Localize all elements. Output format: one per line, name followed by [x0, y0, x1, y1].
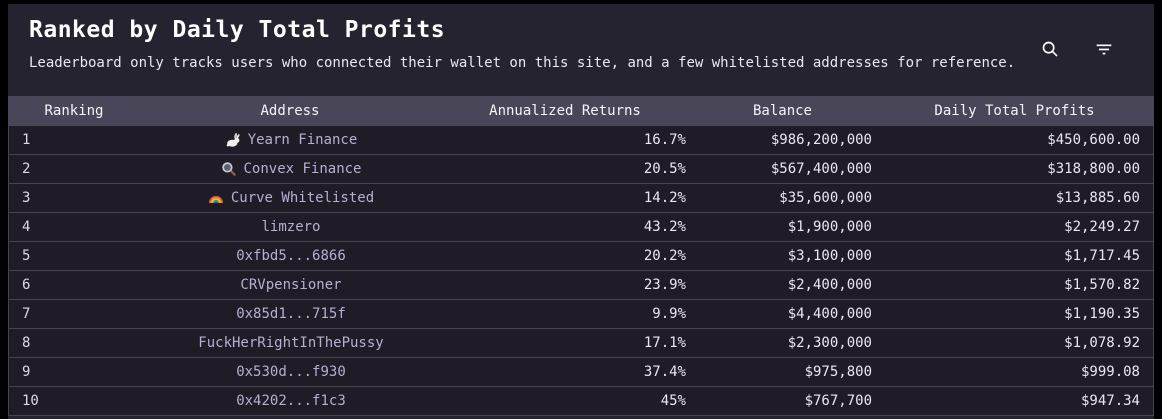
address-cell[interactable]: CRVpensioner	[141, 271, 441, 299]
profits-cell: $947.34	[1080, 393, 1140, 409]
table-body: 1 Yearn Finance 16.7% $986,200,000 $450,…	[8, 126, 1154, 416]
page-title: Ranked by Daily Total Profits	[29, 17, 446, 43]
profits-cell: $2,249.27	[1064, 219, 1140, 235]
address-cell[interactable]: 0xfbd5...6866	[141, 242, 441, 270]
profits-cell: $1,570.82	[1064, 277, 1140, 293]
returns-cell: 20.2%	[643, 248, 686, 264]
header-actions	[1038, 38, 1116, 62]
address-cell[interactable]: limzero	[141, 213, 441, 241]
table-row[interactable]: 3 Curve Whitelisted 14.2% $35,600,000 $1…	[9, 184, 1153, 213]
rank-cell: 5	[22, 248, 31, 264]
address-label: FuckHerRightInThePussy	[198, 335, 384, 351]
column-header-daily-total-profits[interactable]: Daily Total Profits	[934, 103, 1095, 119]
table-row[interactable]: 8 FuckHerRightInThePussy 17.1% $2,300,00…	[9, 329, 1153, 358]
balance-cell: $3,100,000	[787, 248, 872, 264]
search-icon	[1039, 38, 1061, 63]
address-label: Curve Whitelisted	[230, 190, 375, 206]
profits-cell: $1,078.92	[1064, 335, 1140, 351]
balance-cell: $4,400,000	[787, 306, 872, 322]
returns-cell: 20.5%	[643, 161, 686, 177]
rank-cell: 6	[22, 277, 31, 293]
returns-cell: 16.7%	[643, 132, 686, 148]
address-cell[interactable]: 0x530d...f930	[141, 358, 441, 386]
address-label: 0x530d...f930	[236, 364, 346, 380]
address-label: 0x4202...f1c3	[236, 393, 346, 409]
address-label: Yearn Finance	[247, 132, 358, 148]
returns-cell: 37.4%	[643, 364, 686, 380]
table-row[interactable]: 4 limzero 43.2% $1,900,000 $2,249.27	[9, 213, 1153, 242]
search-button[interactable]	[1038, 38, 1062, 62]
balance-cell: $2,300,000	[787, 335, 872, 351]
returns-cell: 14.2%	[643, 190, 686, 206]
table-row[interactable]: 1 Yearn Finance 16.7% $986,200,000 $450,…	[9, 126, 1153, 155]
rank-cell: 7	[22, 306, 31, 322]
balance-cell: $35,600,000	[779, 190, 872, 206]
balance-cell: $767,700	[804, 393, 872, 409]
column-header-ranking[interactable]: Ranking	[44, 103, 104, 119]
table-row[interactable]: 6 CRVpensioner 23.9% $2,400,000 $1,570.8…	[9, 271, 1153, 300]
returns-cell: 45%	[660, 393, 686, 409]
address-cell[interactable]: Convex Finance	[141, 155, 441, 183]
rabbit-icon	[225, 132, 242, 149]
rank-cell: 9	[22, 364, 31, 380]
rank-cell: 10	[22, 393, 39, 409]
returns-cell: 23.9%	[643, 277, 686, 293]
leaderboard-header: Ranked by Daily Total Profits Leaderboar…	[8, 4, 1154, 96]
page-subtitle: Leaderboard only tracks users who connec…	[29, 55, 1016, 71]
profits-cell: $999.08	[1080, 364, 1140, 380]
magnifier-icon	[220, 161, 237, 178]
filter-button[interactable]	[1092, 38, 1116, 62]
table-row[interactable]: 7 0x85d1...715f 9.9% $4,400,000 $1,190.3…	[9, 300, 1153, 329]
rank-cell: 8	[22, 335, 31, 351]
table-row[interactable]: 9 0x530d...f930 37.4% $975,800 $999.08	[9, 358, 1153, 387]
address-cell[interactable]: Yearn Finance	[141, 126, 441, 154]
balance-cell: $986,200,000	[770, 132, 872, 148]
address-cell[interactable]: 0x4202...f1c3	[141, 387, 441, 415]
address-label: 0xfbd5...6866	[236, 248, 346, 264]
address-cell[interactable]: FuckHerRightInThePussy	[141, 329, 441, 357]
column-header-balance[interactable]: Balance	[752, 103, 812, 119]
leaderboard-panel: Ranked by Daily Total Profits Leaderboar…	[8, 4, 1154, 419]
table-header-row: Ranking Address Annualized Returns Balan…	[8, 96, 1154, 126]
balance-cell: $567,400,000	[770, 161, 872, 177]
returns-cell: 43.2%	[643, 219, 686, 235]
rank-cell: 3	[22, 190, 31, 206]
address-label: 0x85d1...715f	[236, 306, 346, 322]
balance-cell: $975,800	[804, 364, 872, 380]
address-label: CRVpensioner	[240, 277, 342, 293]
profits-cell: $13,885.60	[1055, 190, 1140, 206]
address-label: Convex Finance	[243, 161, 362, 177]
filter-icon	[1093, 38, 1115, 63]
returns-cell: 17.1%	[643, 335, 686, 351]
table-row[interactable]: 10 0x4202...f1c3 45% $767,700 $947.34	[9, 387, 1153, 416]
rank-cell: 2	[22, 161, 31, 177]
column-header-annualized-returns[interactable]: Annualized Returns	[489, 103, 641, 119]
address-cell[interactable]: 0x85d1...715f	[141, 300, 441, 328]
balance-cell: $2,400,000	[787, 277, 872, 293]
profits-cell: $1,190.35	[1064, 306, 1140, 322]
rainbow-icon	[208, 190, 225, 207]
address-label: limzero	[261, 219, 321, 235]
returns-cell: 9.9%	[652, 306, 686, 322]
rank-cell: 4	[22, 219, 31, 235]
profits-cell: $318,800.00	[1047, 161, 1140, 177]
table-row[interactable]: 5 0xfbd5...6866 20.2% $3,100,000 $1,717.…	[9, 242, 1153, 271]
profits-cell: $450,600.00	[1047, 132, 1140, 148]
address-cell[interactable]: Curve Whitelisted	[141, 184, 441, 212]
column-header-address[interactable]: Address	[260, 103, 320, 119]
table-row[interactable]: 2 Convex Finance 20.5% $567,400,000 $318…	[9, 155, 1153, 184]
profits-cell: $1,717.45	[1064, 248, 1140, 264]
balance-cell: $1,900,000	[787, 219, 872, 235]
rank-cell: 1	[22, 132, 31, 148]
